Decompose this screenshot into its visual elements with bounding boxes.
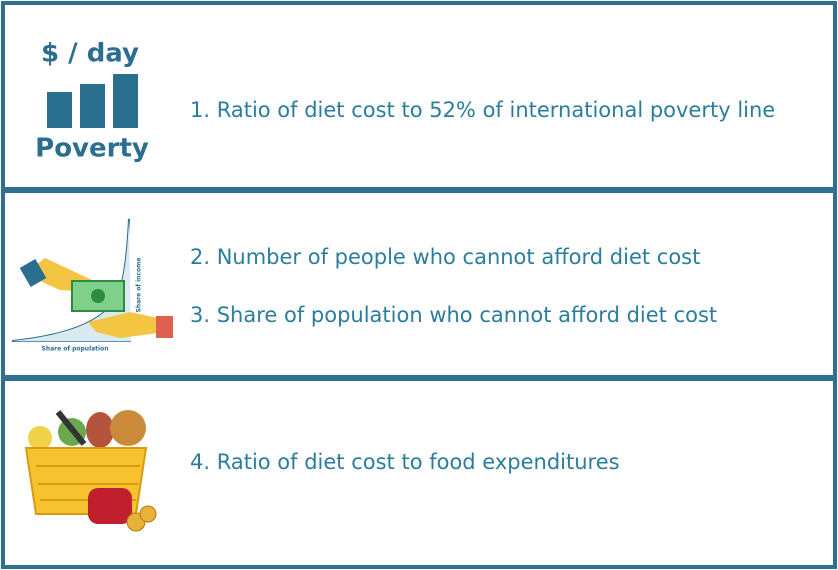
affordability-icon: Share of population Share of income bbox=[11, 218, 173, 353]
icon-food bbox=[28, 426, 52, 450]
icon-title: $ / day bbox=[41, 39, 139, 69]
poverty-icon: $ / day Poverty bbox=[35, 39, 149, 164]
icon-hand bbox=[88, 312, 158, 338]
icon-x-label: Share of population bbox=[42, 346, 109, 353]
icon-food bbox=[110, 410, 146, 446]
icon-caption: Poverty bbox=[35, 134, 149, 164]
icon-handle bbox=[55, 410, 87, 446]
item-text: 4. Ratio of diet cost to food expenditur… bbox=[190, 450, 620, 474]
basket-icon bbox=[24, 410, 157, 532]
icon-y-label: Share of income bbox=[136, 258, 143, 313]
item-text: 1. Ratio of diet cost to 52% of internat… bbox=[190, 98, 775, 122]
item-text: 2. Number of people who cannot afford di… bbox=[190, 245, 700, 269]
icon-purse bbox=[88, 488, 132, 524]
panel-frame bbox=[1, 377, 837, 569]
icon-bar bbox=[113, 74, 138, 128]
item-text: 3. Share of population who cannot afford… bbox=[190, 303, 717, 327]
icon-bar bbox=[47, 92, 72, 128]
icon-sleeve bbox=[156, 316, 173, 338]
icon-coin bbox=[139, 505, 157, 523]
icon-coin bbox=[91, 289, 105, 303]
icon-food bbox=[86, 412, 114, 448]
icon-bar bbox=[80, 84, 105, 128]
icon-sleeve bbox=[19, 258, 47, 288]
